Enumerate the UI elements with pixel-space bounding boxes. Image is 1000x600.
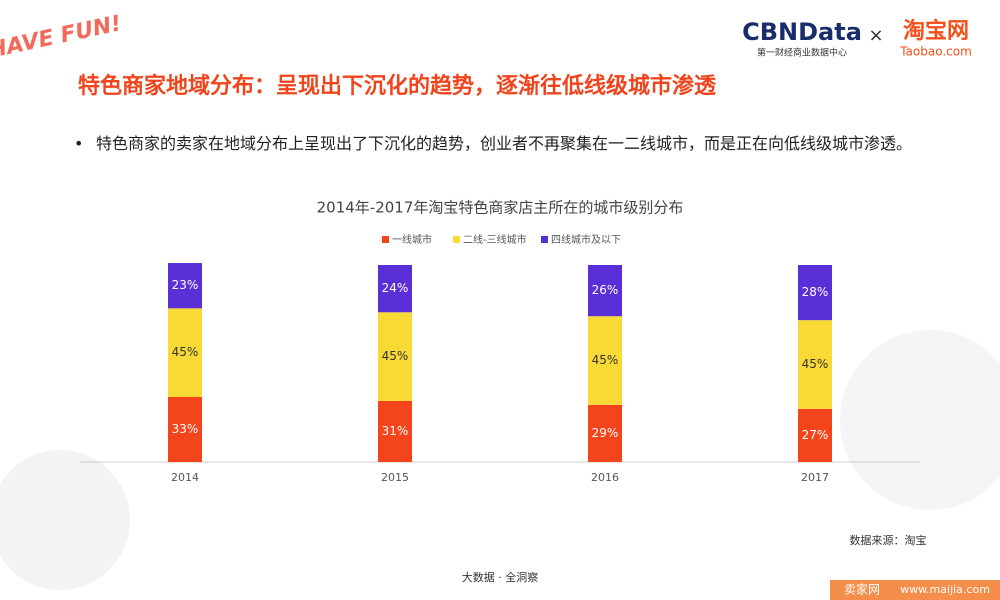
decoration bbox=[0, 450, 130, 590]
bar-segment bbox=[798, 320, 832, 409]
bar-segment bbox=[588, 404, 622, 462]
data-label: 45% bbox=[592, 353, 619, 367]
watermark-url: www.maijia.com bbox=[900, 583, 990, 596]
legend-label: 一线城市 bbox=[392, 233, 432, 246]
bar-segment bbox=[798, 408, 832, 462]
data-label: 29% bbox=[592, 426, 619, 440]
legend-swatch bbox=[541, 236, 548, 243]
legend-label: 四线城市及以下 bbox=[551, 233, 621, 246]
legend-label: 二线-三线城市 bbox=[463, 233, 527, 246]
cbn-logo: CBNData bbox=[742, 18, 862, 46]
bar-segment bbox=[588, 265, 622, 317]
bar-segment bbox=[588, 316, 622, 405]
data-label: 45% bbox=[802, 357, 829, 371]
x-tick-label: 2015 bbox=[381, 471, 409, 484]
bar-segment bbox=[168, 263, 202, 309]
times: × bbox=[868, 25, 883, 46]
taobao-logo: 淘宝网 bbox=[903, 18, 969, 44]
bar-segment bbox=[378, 265, 412, 313]
cbn-subtitle: 第一财经商业数据中心 bbox=[757, 47, 847, 59]
watermark-bg bbox=[830, 580, 1000, 600]
fun-logo: HAVE FUN! bbox=[0, 11, 124, 64]
data-label: 23% bbox=[172, 278, 199, 292]
data-label: 31% bbox=[382, 424, 409, 438]
bar-segment bbox=[378, 312, 412, 401]
bar-segment bbox=[168, 396, 202, 462]
decoration bbox=[840, 330, 1000, 510]
data-label: 24% bbox=[382, 281, 409, 295]
watermark-brand: 卖家网 bbox=[844, 582, 880, 597]
x-tick-label: 2014 bbox=[171, 471, 199, 484]
chart-title: 2014年-2017年淘宝特色商家店主所在的城市级别分布 bbox=[317, 199, 684, 217]
footer: 大数据 · 全洞察 bbox=[462, 570, 539, 584]
bar-segment bbox=[798, 265, 832, 321]
bar-segment bbox=[378, 400, 412, 462]
bullet-text: 特色商家的卖家在地域分布上呈现出了下沉化的趋势，创业者不再聚集在一二线城市，而是… bbox=[96, 134, 913, 153]
source: 数据来源：淘宝 bbox=[850, 533, 927, 547]
bullet-marker: • bbox=[74, 134, 84, 153]
bar-segment bbox=[168, 308, 202, 397]
x-tick-label: 2017 bbox=[801, 471, 829, 484]
taobao-subtitle: Taobao.com bbox=[899, 45, 972, 59]
slide-title: 特色商家地域分布：呈现出下沉化的趋势，逐渐往低线级城市渗透 bbox=[78, 73, 717, 99]
data-label: 27% bbox=[802, 428, 829, 442]
legend-swatch bbox=[453, 236, 460, 243]
data-label: 26% bbox=[592, 283, 619, 297]
legend-swatch bbox=[382, 236, 389, 243]
data-label: 33% bbox=[172, 422, 199, 436]
data-label: 45% bbox=[382, 349, 409, 363]
data-label: 45% bbox=[172, 345, 199, 359]
x-tick-label: 2016 bbox=[591, 471, 619, 484]
data-label: 28% bbox=[802, 285, 829, 299]
